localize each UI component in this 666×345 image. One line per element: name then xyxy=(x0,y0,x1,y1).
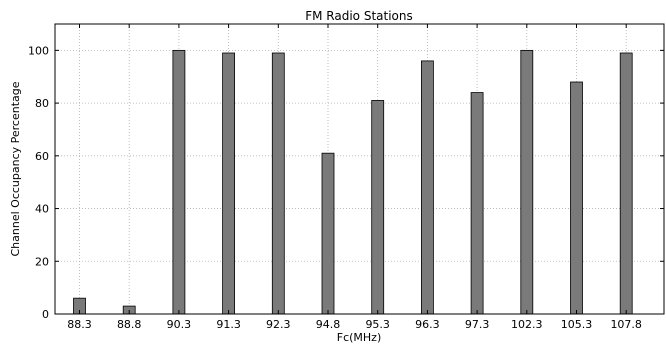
bar-91.3 xyxy=(222,52,236,315)
y-axis-title: Channel Occupancy Percentage xyxy=(9,81,22,256)
bar-96.3 xyxy=(420,60,434,315)
bar-97.3 xyxy=(470,92,484,315)
y-tick-label: 40 xyxy=(35,203,49,216)
bar-92.3 xyxy=(271,52,285,315)
x-tick-label: 107.8 xyxy=(610,318,642,331)
plot-area xyxy=(55,24,664,314)
plot-frame xyxy=(54,23,665,315)
x-tick-label: 102.3 xyxy=(511,318,543,331)
x-tick-label: 92.3 xyxy=(266,318,291,331)
x-tick-label: 88.3 xyxy=(67,318,92,331)
bar-94.8 xyxy=(321,152,335,315)
y-tick-label: 100 xyxy=(28,44,49,57)
x-tick-label: 88.8 xyxy=(117,318,142,331)
chart-title: FM Radio Stations xyxy=(305,9,413,23)
y-tick-label: 80 xyxy=(35,97,49,110)
y-axis-ticks: 0 20 40 60 80 100 xyxy=(28,44,664,321)
bar-95.3 xyxy=(371,100,385,315)
x-tick-label: 94.8 xyxy=(316,318,341,331)
x-tick-label: 96.3 xyxy=(415,318,440,331)
bar-90.3 xyxy=(172,49,186,315)
bars xyxy=(73,49,633,315)
bar-107.8 xyxy=(619,52,633,315)
x-tick-label: 97.3 xyxy=(465,318,490,331)
y-tick-label: 20 xyxy=(35,255,49,268)
x-axis-ticks: 88.3 88.8 90.3 91.3 92.3 94.8 95.3 96.3 97.3 102.… xyxy=(67,24,642,331)
x-tick-label: 91.3 xyxy=(216,318,241,331)
y-tick-label: 0 xyxy=(42,308,49,321)
y-tick-label: 60 xyxy=(35,150,49,163)
x-axis-title: Fc(MHz) xyxy=(337,331,382,344)
x-tick-label: 95.3 xyxy=(365,318,390,331)
bar-102.3 xyxy=(520,49,534,315)
x-tick-label: 90.3 xyxy=(167,318,192,331)
bar-105.3 xyxy=(570,81,583,315)
x-tick-label: 105.3 xyxy=(561,318,593,331)
